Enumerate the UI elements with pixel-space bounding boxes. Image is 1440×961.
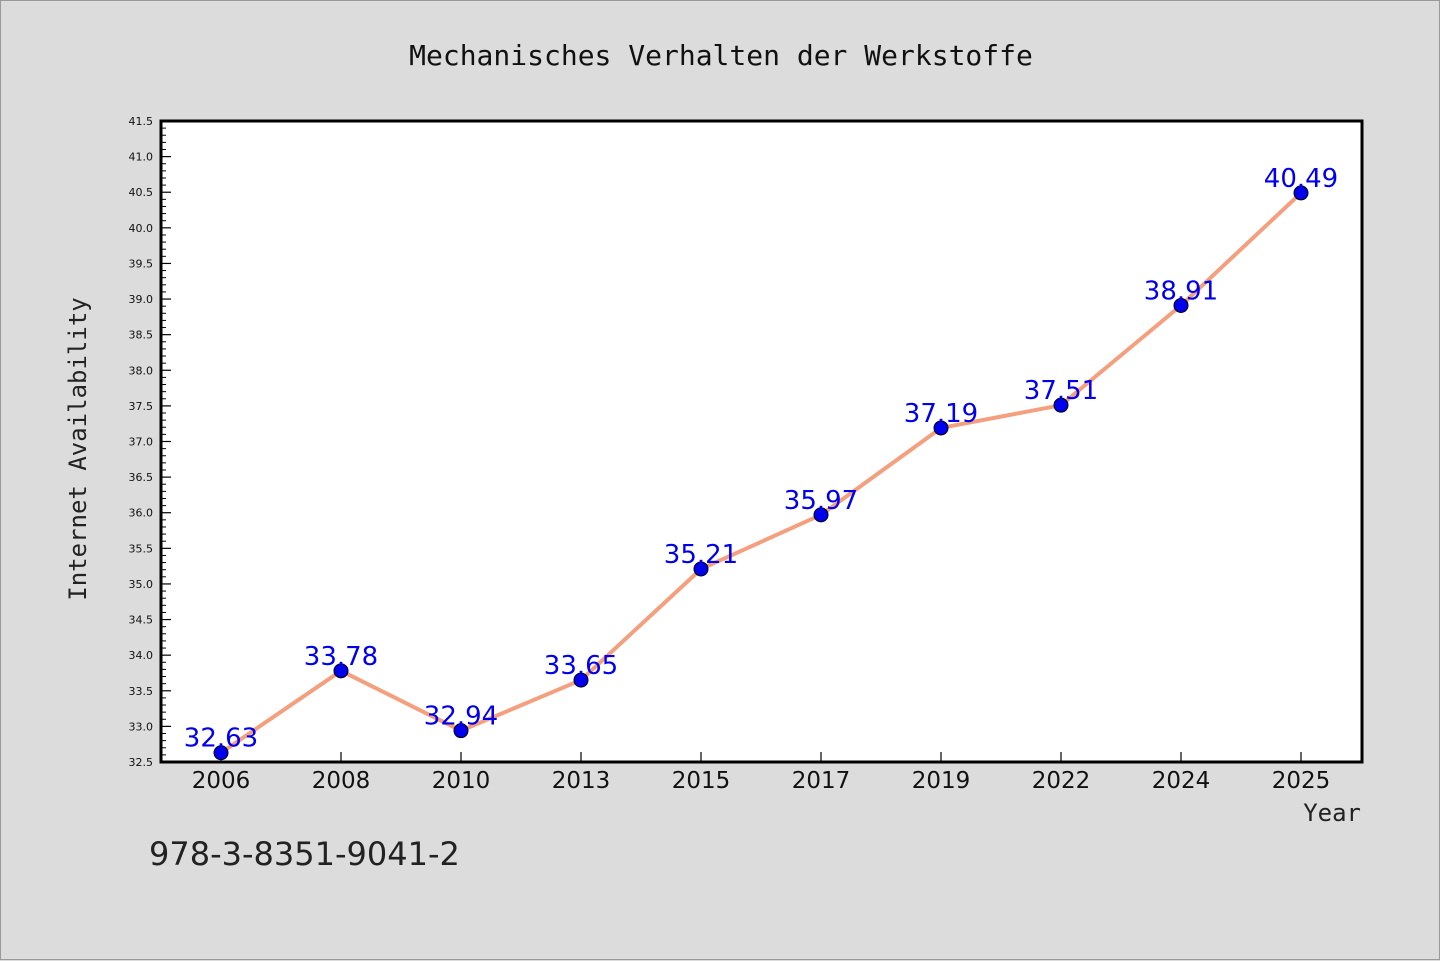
series-line-segment — [579, 566, 703, 683]
data-labels-group: 32.63 33.78 32.94 33.65 35.21 35.97 37.19 37.51… — [184, 164, 1338, 754]
y-tick-label: 40.0 — [129, 222, 154, 235]
data-label: 37.19 — [904, 399, 978, 429]
data-point — [1173, 297, 1189, 313]
x-tick-label: 2010 — [432, 768, 491, 794]
data-label: 33.78 — [304, 642, 378, 672]
y-tick-label: 36.0 — [129, 507, 154, 520]
data-point — [333, 663, 349, 679]
series-line-segment — [819, 425, 943, 517]
data-label: 32.63 — [184, 724, 258, 754]
y-tick-label: 37.0 — [129, 436, 154, 449]
data-point — [693, 561, 709, 577]
y-tick-label: 41.5 — [129, 115, 154, 128]
data-point — [453, 723, 469, 739]
data-point — [1293, 185, 1309, 201]
series-line-segment — [699, 512, 823, 571]
series-line-group — [219, 190, 1303, 755]
y-tick-label: 37.5 — [129, 400, 154, 413]
series-line-segment — [939, 403, 1063, 430]
y-tick-label: 41.0 — [129, 151, 154, 164]
footer-isbn: 978-3-8351-9041-2 — [149, 835, 460, 873]
data-point — [213, 745, 229, 761]
series-line-segment — [459, 678, 583, 733]
y-tick-label: 39.0 — [129, 293, 154, 306]
x-axis-label: Year — [1303, 799, 1361, 827]
y-tick-label: 33.0 — [129, 720, 154, 733]
y-tick-label: 34.0 — [129, 649, 154, 662]
series-line-segment — [339, 668, 463, 733]
x-axis: 2006 2008 2010 2013 2015 2017 2019 2022 2024 2025 — [192, 752, 1331, 794]
data-point — [933, 420, 949, 436]
y-tick-label: 34.5 — [129, 614, 154, 627]
x-tick-label: 2015 — [672, 768, 731, 794]
data-point — [573, 672, 589, 688]
data-label: 40.49 — [1264, 164, 1338, 194]
x-tick-label: 2019 — [912, 768, 971, 794]
data-point — [1053, 397, 1069, 413]
data-label: 33.65 — [544, 651, 618, 681]
x-tick-label: 2025 — [1272, 768, 1331, 794]
data-label: 35.21 — [664, 540, 738, 570]
y-axis-label: Internet Availability — [64, 297, 92, 600]
plot-frame — [159, 119, 1364, 764]
data-label: 37.51 — [1024, 376, 1098, 406]
y-tick-label: 33.5 — [129, 685, 154, 698]
data-label: 38.91 — [1144, 276, 1218, 306]
y-tick-label: 35.0 — [129, 578, 154, 591]
series-line-segment — [1179, 190, 1303, 308]
y-tick-label: 32.5 — [129, 756, 154, 769]
series-line-segment — [1059, 303, 1183, 408]
chart-title: Mechanisches Verhalten der Werkstoffe — [409, 39, 1033, 72]
y-tick-label: 39.5 — [129, 257, 154, 270]
data-label: 32.94 — [424, 702, 498, 732]
series-line-segment — [219, 668, 343, 755]
x-tick-label: 2013 — [552, 768, 611, 794]
y-tick-label: 36.5 — [129, 471, 154, 484]
x-tick-label: 2022 — [1032, 768, 1091, 794]
y-tick-label: 38.0 — [129, 364, 154, 377]
x-tick-label: 2008 — [312, 768, 371, 794]
y-tick-label: 40.5 — [129, 186, 154, 199]
y-tick-label: 35.5 — [129, 542, 154, 555]
y-tick-label: 38.5 — [129, 329, 154, 342]
x-tick-label: 2024 — [1152, 768, 1211, 794]
data-point — [813, 507, 829, 523]
x-tick-label: 2006 — [192, 768, 251, 794]
data-label: 35.97 — [784, 486, 858, 516]
markers-group — [213, 185, 1309, 761]
x-tick-label: 2017 — [792, 768, 851, 794]
plot-area — [161, 121, 1362, 762]
